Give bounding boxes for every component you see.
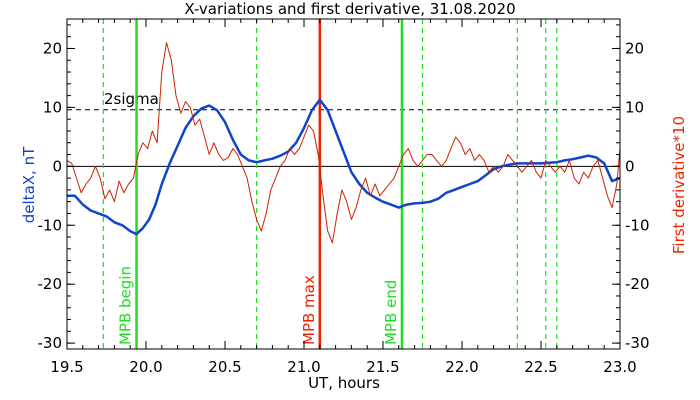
y-right-tick-label: 10 [625,98,644,116]
y-left-tick-label: -30 [38,334,63,352]
marker-label-mpb-max: MPB max [300,275,318,345]
x-tick-label: 21.0 [287,358,320,376]
threshold-label: 2sigma [104,90,159,108]
plot-frame [66,18,621,350]
y-right-tick-label: 20 [625,39,644,57]
series-line-derivative [66,42,621,244]
x-axis-title: UT, hours [308,374,380,392]
series-line-deltax [67,98,621,236]
y-left-tick-label: -20 [38,275,63,293]
marker-label-mpb-begin: MPB begin [117,266,135,345]
x-tick-label: 20.5 [208,358,241,376]
x-tick-label: 19.5 [50,358,83,376]
chart-title: X-variations and first derivative, 31.08… [184,0,515,18]
y-left-tick-label: 0 [52,157,62,175]
y-axis-left-title: deltaX, nT [20,146,38,223]
x-tick-label: 22.5 [524,358,557,376]
y-right-tick-label: 0 [625,157,635,175]
x-tick-label: 21.5 [366,358,399,376]
plot-area: MPB begin MPB max MPB end 19.5 20.0 20.5 21.0 2… [38,18,650,376]
marker-label-mpb-end: MPB end [382,280,400,345]
y-right-tick-label: -10 [625,216,650,234]
x-tick-label: 22.0 [445,358,478,376]
x-tick-label: 23.0 [603,358,636,376]
y-axis-right-title: First derivative*10 [670,116,688,254]
y-left-tick-label: 20 [43,39,62,57]
y-left-tick-label: -10 [38,216,63,234]
y-right-tick-label: -20 [625,275,650,293]
y-left-tick-label: 10 [43,98,62,116]
x-tick-label: 20.0 [129,358,162,376]
y-right-tick-label: -30 [625,334,650,352]
